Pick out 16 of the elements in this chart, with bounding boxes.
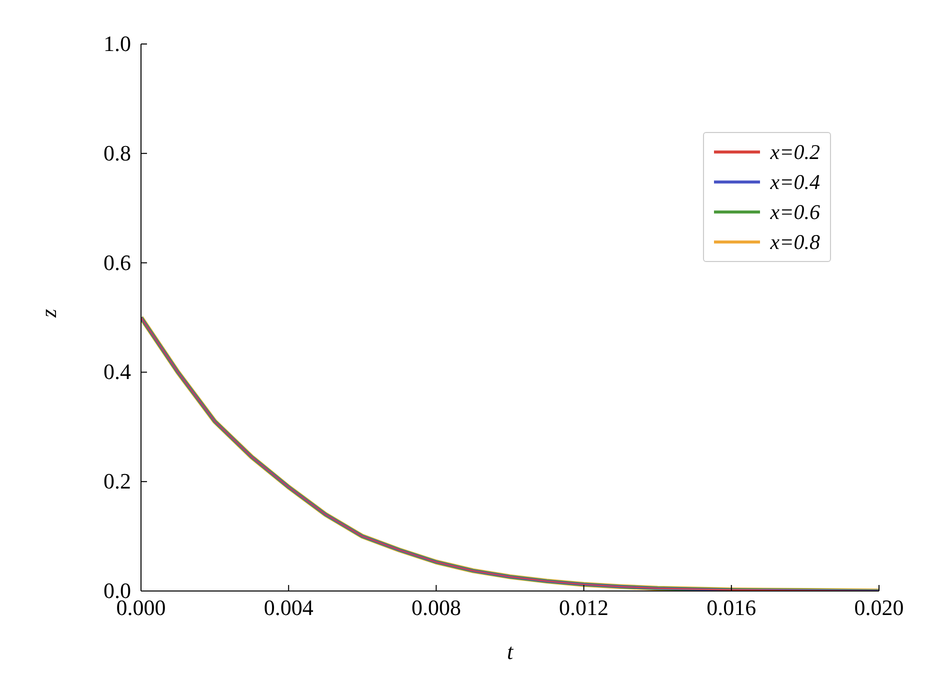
y-tick-label: 0.6 bbox=[104, 250, 131, 275]
x-tick-label: 0.020 bbox=[854, 595, 904, 620]
legend-label: x=0.2 bbox=[770, 140, 820, 164]
legend-label: x=0.8 bbox=[770, 230, 820, 254]
x-tick-label: 0.016 bbox=[706, 595, 756, 620]
x-axis-title: t bbox=[506, 639, 514, 664]
legend-label: x=0.4 bbox=[770, 170, 820, 194]
y-tick-label: 0.8 bbox=[104, 140, 131, 166]
y-axis-title: z bbox=[36, 308, 61, 318]
x-tick-label: 0.012 bbox=[559, 595, 609, 620]
x-tick-label: 0.008 bbox=[411, 595, 461, 620]
y-tick-label: 0.4 bbox=[104, 359, 131, 384]
x-tick-label: 0.004 bbox=[264, 595, 314, 620]
y-tick-label: 1.0 bbox=[104, 31, 131, 56]
y-tick-label: 0.2 bbox=[104, 468, 131, 494]
legend-label: x=0.6 bbox=[770, 200, 820, 224]
